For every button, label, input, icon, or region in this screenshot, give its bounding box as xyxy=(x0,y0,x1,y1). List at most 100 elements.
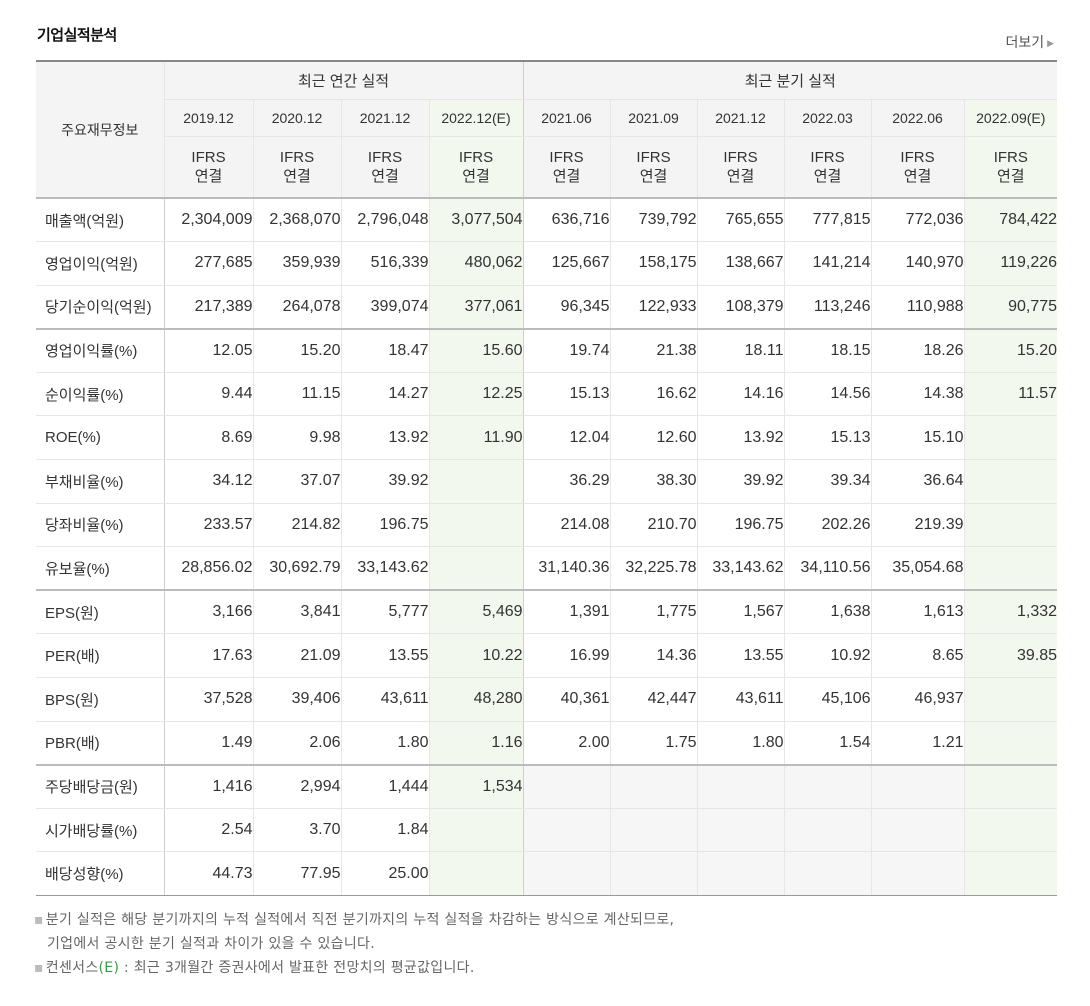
table-cell: 14.38 xyxy=(871,372,965,417)
table-row: 유보율(%) 28,856.02 30,692.79 33,143.62 31,140.… xyxy=(36,546,1058,591)
table-cell: 90,775 xyxy=(964,285,1058,330)
table-cell: 15.20 xyxy=(253,327,342,373)
table-cell: 18.11 xyxy=(697,327,785,373)
table-cell: 2,368,070 xyxy=(253,197,342,243)
table-cell: 12.25 xyxy=(429,372,524,417)
table-cell: 12.60 xyxy=(610,415,698,461)
period-header: 2021.12 xyxy=(697,99,785,137)
table-row: EPS(원) 3,166 3,841 5,777 5,469 1,391 1,775 1,56… xyxy=(36,589,1058,635)
table-cell: 2,304,009 xyxy=(164,197,254,243)
standard-consolidated-label: 연결 xyxy=(194,167,223,185)
table-cell: 17.63 xyxy=(164,633,254,679)
table-cell: 277,685 xyxy=(164,241,254,286)
standard-ifrs-label: IFRS xyxy=(636,148,671,166)
table-cell: 210.70 xyxy=(610,503,698,548)
table-cell: 784,422 xyxy=(964,197,1058,243)
period-header: 2022.06 xyxy=(871,99,965,137)
table-cell: 34,110.56 xyxy=(784,546,872,591)
corner-header: 주요재무정보 xyxy=(36,60,165,199)
standard-consolidated-label: 연결 xyxy=(371,167,399,185)
row-label: BPS(원) xyxy=(36,677,165,722)
table-cell: 1,416 xyxy=(164,763,254,809)
table-cell xyxy=(964,851,1058,896)
standard-consolidated-label: 연결 xyxy=(552,167,581,185)
standard-ifrs-label: IFRS xyxy=(367,148,403,166)
table-cell: 739,792 xyxy=(610,197,698,243)
table-row: BPS(원) 37,528 39,406 43,611 48,280 40,361 42,4… xyxy=(36,677,1058,722)
table-cell xyxy=(871,763,965,809)
standard-header-row: IFRS 연결 IFRS 연결 IFRS 연결 IFRS 연결 IFRS 연결 IFRS 연결 IFRS… xyxy=(36,136,1058,199)
table-cell: 16.62 xyxy=(610,372,698,417)
row-label: 매출액(억원) xyxy=(36,197,165,243)
accounting-standard-header: IFRS 연결 xyxy=(964,136,1058,199)
row-label: 유보율(%) xyxy=(36,546,165,591)
table-row: 당기순이익(억원) 217,389 264,078 399,074 377,061 96,… xyxy=(36,285,1058,330)
table-cell: 25.00 xyxy=(341,851,430,896)
table-cell: 13.92 xyxy=(341,415,430,461)
table-cell xyxy=(871,851,965,896)
table-row: 매출액(억원) 2,304,009 2,368,070 2,796,048 3,077,… xyxy=(36,197,1058,243)
table-cell: 2.00 xyxy=(523,721,611,766)
table-cell: 43,611 xyxy=(341,677,430,722)
table-body: 매출액(억원) 2,304,009 2,368,070 2,796,048 3,077,… xyxy=(36,197,1058,896)
table-cell: 15.13 xyxy=(523,372,611,417)
table-cell: 3,077,504 xyxy=(429,197,524,243)
row-label: PBR(배) xyxy=(36,721,165,766)
table-cell: 1.54 xyxy=(784,721,872,766)
table-cell xyxy=(610,763,698,809)
row-label: ROE(%) xyxy=(36,415,165,461)
table-cell: 28,856.02 xyxy=(164,546,254,591)
footnote-1-cont: 기업에서 공시한 분기 실적과 차이가 있을 수 있습니다. xyxy=(47,936,375,952)
table-cell: 21.38 xyxy=(610,327,698,373)
table-cell: 14.56 xyxy=(784,372,872,417)
row-label: 주당배당금(원) xyxy=(36,763,165,809)
table-cell: 48,280 xyxy=(429,677,524,722)
section-title: 기업실적분석 xyxy=(37,26,117,44)
table-cell: 44.73 xyxy=(164,851,254,896)
table-cell: 3,166 xyxy=(164,589,254,635)
table-cell: 202.26 xyxy=(784,503,872,548)
standard-ifrs-label: IFRS xyxy=(723,148,758,166)
table-cell: 11.90 xyxy=(429,415,524,461)
table-cell: 8.69 xyxy=(164,415,254,461)
table-cell: 18.47 xyxy=(341,327,430,373)
table-cell: 32,225.78 xyxy=(610,546,698,591)
period-header: 2021.09 xyxy=(610,99,698,137)
table-cell: 15.60 xyxy=(429,327,524,373)
period-header: 2021.12 xyxy=(341,99,430,137)
table-cell: 1,391 xyxy=(523,589,611,635)
table-cell: 39.34 xyxy=(784,459,872,504)
table-cell: 1.84 xyxy=(341,808,430,853)
standard-consolidated-label: 연결 xyxy=(283,167,311,185)
standard-consolidated-label: 연결 xyxy=(903,167,932,185)
table-cell: 1,567 xyxy=(697,589,785,635)
table-row: 순이익률(%) 9.44 11.15 14.27 12.25 15.13 16.62 14.1… xyxy=(36,372,1058,417)
table-cell: 10.22 xyxy=(429,633,524,679)
period-header: 2022.03 xyxy=(784,99,872,137)
table-cell: 12.04 xyxy=(523,415,611,461)
standard-ifrs-label: IFRS xyxy=(993,148,1028,166)
row-label: 부채비율(%) xyxy=(36,459,165,504)
table-cell xyxy=(610,808,698,853)
more-link[interactable]: 더보기 ▶ xyxy=(1005,32,1054,52)
row-label: 영업이익률(%) xyxy=(36,327,165,373)
table-cell xyxy=(697,763,785,809)
table-cell: 377,061 xyxy=(429,285,524,330)
accounting-standard-header: IFRS 연결 xyxy=(784,136,872,199)
table-cell: 5,777 xyxy=(341,589,430,635)
table-cell: 3.70 xyxy=(253,808,342,853)
table-cell: 21.09 xyxy=(253,633,342,679)
table-cell: 46,937 xyxy=(871,677,965,722)
table-cell: 42,447 xyxy=(610,677,698,722)
table-cell: 18.26 xyxy=(871,327,965,373)
table-cell: 110,988 xyxy=(871,285,965,330)
table-cell: 1.49 xyxy=(164,721,254,766)
table-cell: 11.15 xyxy=(253,372,342,417)
table-cell xyxy=(429,503,524,548)
table-cell: 480,062 xyxy=(429,241,524,286)
standard-ifrs-label: IFRS xyxy=(191,148,226,166)
table-cell xyxy=(964,763,1058,809)
table-cell: 13.55 xyxy=(341,633,430,679)
table-cell: 264,078 xyxy=(253,285,342,330)
table-cell: 35,054.68 xyxy=(871,546,965,591)
